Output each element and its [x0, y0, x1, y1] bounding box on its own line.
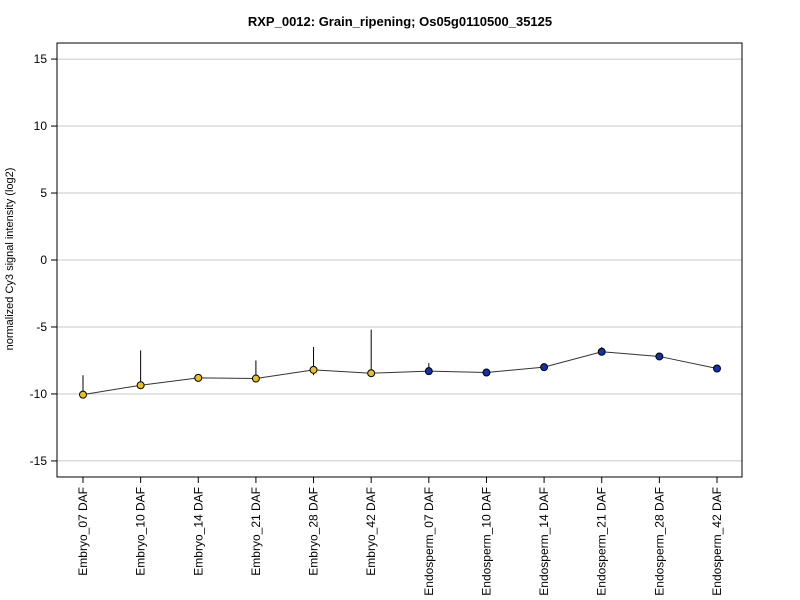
x-tick-label: Embryo_10 DAF [134, 487, 148, 576]
error-bars [82, 329, 718, 396]
series-line [82, 351, 718, 396]
y-axis-label: normalized Cy3 signal intensity (log2) [4, 168, 16, 351]
series-line-group [82, 351, 718, 396]
data-point [136, 381, 145, 390]
data-point [251, 374, 260, 383]
x-tick-label: Endosperm_07 DAF [422, 487, 436, 596]
data-point [194, 373, 203, 382]
x-tick-label: Embryo_28 DAF [307, 487, 321, 576]
data-point [655, 352, 664, 361]
x-tick-label: Endosperm_42 DAF [710, 487, 724, 596]
grid [57, 58, 742, 462]
x-tick-label: Embryo_42 DAF [364, 487, 378, 576]
data-point [424, 367, 433, 376]
x-tick-label: Endosperm_21 DAF [595, 487, 609, 596]
y-tick-label: -5 [36, 320, 47, 334]
y-axis: -15 -10 -5 0 5 10 15 [30, 52, 57, 468]
y-tick-label: 15 [34, 52, 48, 66]
chart-title: RXP_0012: Grain_ripening; Os05g0110500_3… [248, 14, 552, 29]
x-tick-label: Endosperm_10 DAF [479, 487, 493, 596]
data-points [79, 347, 721, 399]
x-axis: Embryo_07 DAF Embryo_10 DAF Embryo_14 DAF E… [76, 477, 724, 596]
y-tick-label: -10 [30, 387, 48, 401]
data-point [482, 368, 491, 377]
data-point [367, 369, 376, 378]
y-tick-label: 5 [40, 186, 47, 200]
x-tick-label: Embryo_14 DAF [191, 487, 205, 576]
y-tick-label: 0 [40, 253, 47, 267]
data-point [597, 347, 606, 356]
data-point [309, 365, 318, 374]
y-tick-label: -15 [30, 454, 48, 468]
data-point [713, 364, 721, 373]
data-point [79, 390, 87, 399]
y-tick-label: 10 [34, 119, 48, 133]
x-tick-label: Embryo_21 DAF [249, 487, 263, 576]
x-tick-label: Endosperm_14 DAF [537, 487, 551, 596]
plot-frame [56, 42, 743, 478]
x-tick-label: Embryo_07 DAF [76, 487, 90, 576]
data-point [540, 363, 549, 372]
x-tick-label: Endosperm_28 DAF [652, 487, 666, 596]
